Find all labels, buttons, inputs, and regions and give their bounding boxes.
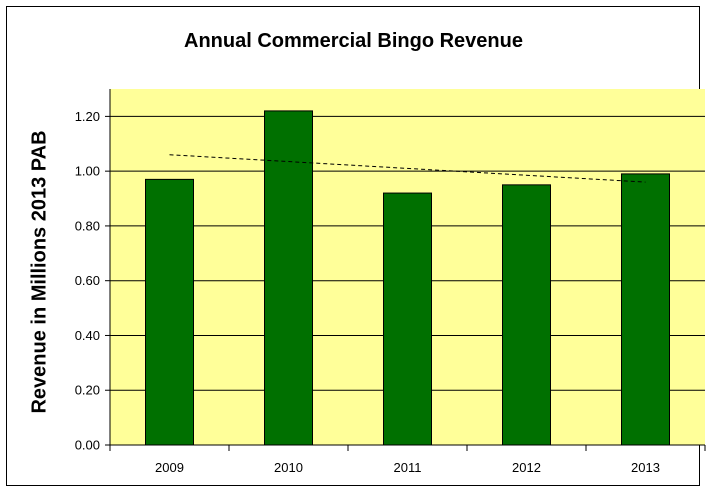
y-tick-label: 0.40 <box>75 328 100 343</box>
y-tick-label: 1.20 <box>75 109 100 124</box>
x-tick-label: 2011 <box>394 460 422 475</box>
y-tick-label: 0.80 <box>75 218 100 233</box>
bar <box>502 184 551 446</box>
x-tick-label: 2013 <box>631 460 660 475</box>
x-tick-label: 2009 <box>155 460 184 475</box>
x-tick-label: 2012 <box>512 460 541 475</box>
bar <box>621 173 670 446</box>
y-tick-label: 0.00 <box>75 438 100 453</box>
trend-line <box>169 154 646 183</box>
y-tick-label: 0.20 <box>75 383 100 398</box>
y-tick-label: 1.00 <box>75 164 100 179</box>
bar <box>145 178 194 446</box>
y-tick-label: 0.60 <box>75 273 100 288</box>
bar <box>264 110 313 446</box>
bar <box>383 192 432 446</box>
x-tick-label: 2010 <box>274 460 303 475</box>
chart-title: Annual Commercial Bingo Revenue <box>184 30 523 52</box>
